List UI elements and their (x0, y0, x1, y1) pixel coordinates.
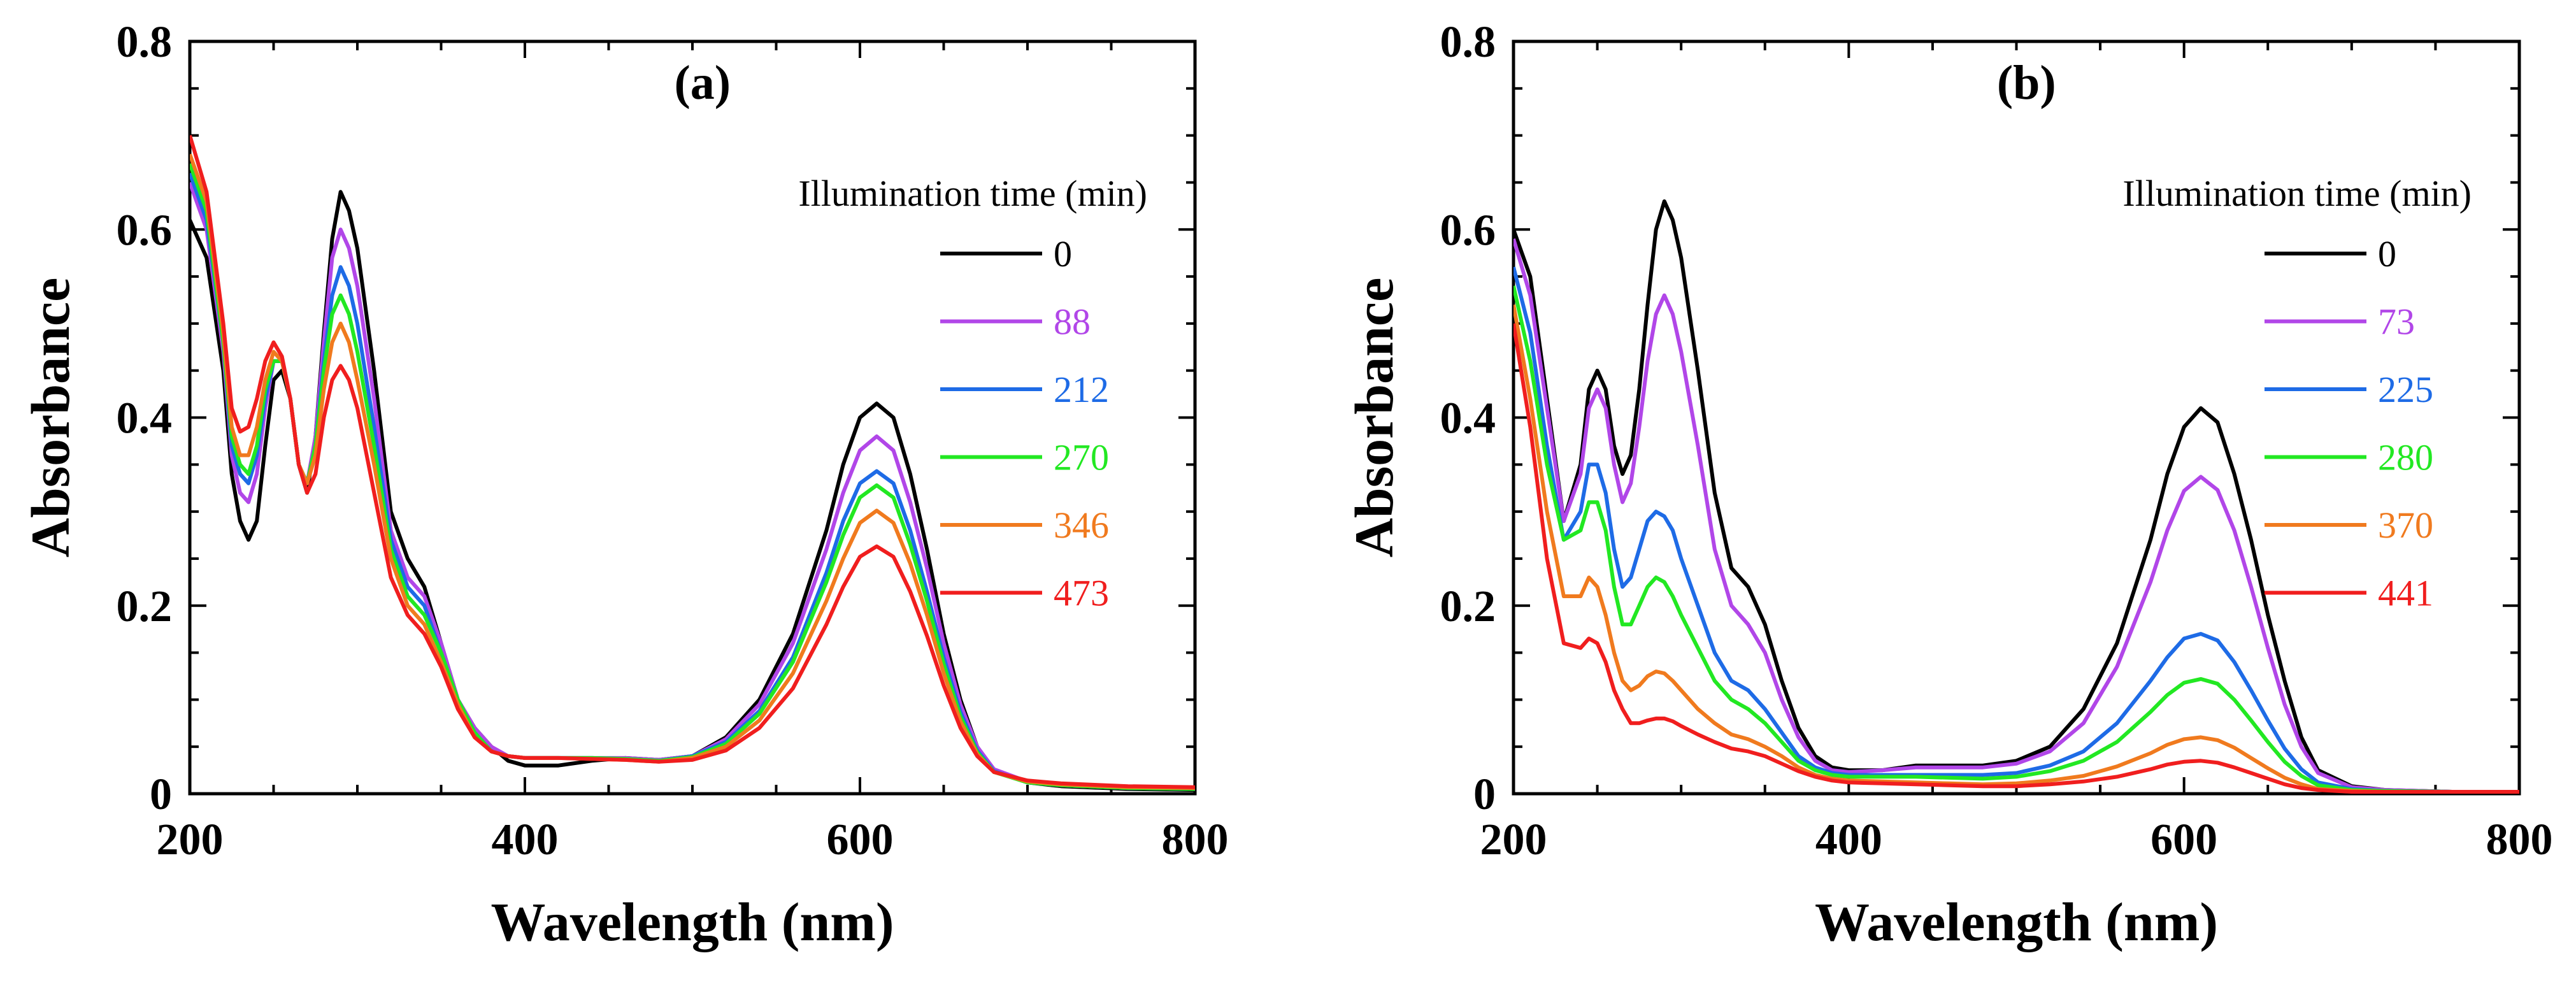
legend-label-225: 225 (2378, 369, 2433, 410)
series-line-280 (1513, 285, 2519, 794)
legend-label-88: 88 (1054, 301, 1091, 343)
legend-label-346: 346 (1054, 505, 1109, 546)
y-tick-label: 0.4 (1440, 394, 1496, 443)
legend-label-473: 473 (1054, 573, 1109, 614)
y-axis-label: Absorbance (1343, 278, 1405, 558)
y-tick-label: 0 (1473, 770, 1496, 819)
plot-frame (188, 39, 1197, 796)
y-axis-label: Absorbance (20, 278, 81, 558)
legend-title: Illumination time (min) (2122, 173, 2472, 214)
panel-a: 200 400 600 800 0 0.2 0.4 0.6 0.8 Wavelength (nm)… (20, 18, 1229, 952)
y-tick-label: 0.6 (1440, 206, 1496, 255)
x-tick-label: 600 (2150, 815, 2217, 864)
series-line-73 (1513, 238, 2519, 794)
y-tick-label: 0.6 (117, 206, 173, 255)
plot-frame (1512, 39, 2521, 796)
y-tick-label: 0.8 (117, 18, 173, 67)
x-tick-label: 400 (492, 815, 559, 864)
panel-title: (b) (1997, 56, 2056, 110)
series-line-212 (190, 172, 1195, 791)
x-axis-label: Wavelength (nm) (490, 891, 894, 952)
x-tick-label: 600 (827, 815, 894, 864)
series-line-0 (190, 190, 1195, 792)
y-tick-label: 0 (150, 770, 172, 819)
x-tick-label: 800 (2486, 815, 2553, 864)
legend-title: Illumination time (min) (798, 173, 1147, 214)
y-tick-label: 0.4 (117, 394, 173, 443)
x-tick-label: 200 (1480, 815, 1547, 864)
series-line-0 (1513, 199, 2519, 794)
panel-title: (a) (674, 56, 731, 110)
x-tick-label: 800 (1162, 815, 1229, 864)
legend-label-280: 280 (2378, 437, 2433, 478)
series-lines (190, 134, 1195, 792)
series-line-441 (1513, 323, 2519, 794)
legend-label-73: 73 (2378, 301, 2415, 343)
x-tick-label: 400 (1815, 815, 1882, 864)
legend-label-0: 0 (1054, 233, 1072, 275)
y-tick-label: 0.2 (1440, 582, 1496, 631)
series-line-270 (190, 162, 1195, 791)
series-line-473 (190, 134, 1195, 789)
x-axis-label: Wavelength (nm) (1815, 891, 2218, 952)
y-tick-label: 0.8 (1440, 18, 1496, 67)
panel-b: 200 400 600 800 0 0.2 0.4 0.6 0.8 Wavelength (nm)… (1343, 18, 2553, 952)
legend-label-270: 270 (1054, 437, 1109, 478)
legend-label-370: 370 (2378, 505, 2433, 546)
x-tick-label: 200 (157, 815, 224, 864)
legend-label-441: 441 (2378, 573, 2433, 614)
series-lines (1513, 199, 2519, 794)
series-line-225 (1513, 266, 2519, 794)
legend-label-0: 0 (2378, 233, 2396, 275)
legend-label-212: 212 (1054, 369, 1109, 410)
series-line-346 (190, 154, 1195, 791)
y-tick-label: 0.2 (117, 582, 173, 631)
